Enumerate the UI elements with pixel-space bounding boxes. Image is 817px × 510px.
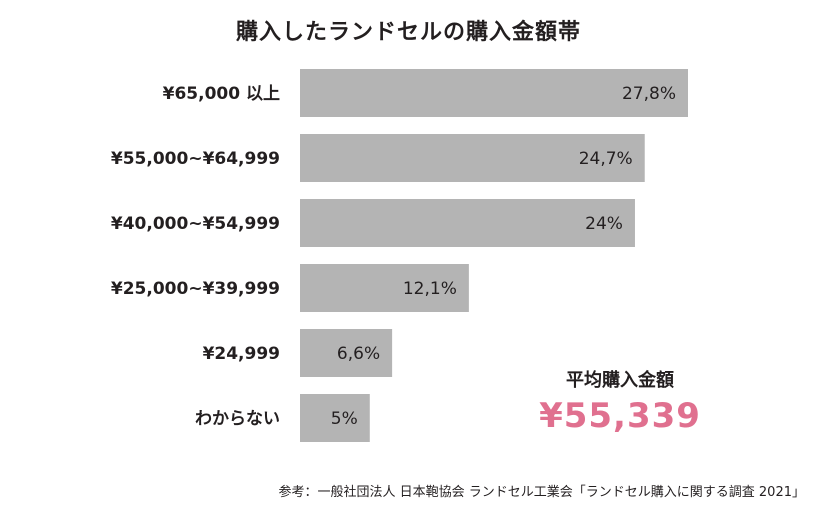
bar (300, 329, 393, 377)
source-note: 参考：一般社団法人 日本鞄協会 ランドセル工業会「ランドセル購入に関する調査 2… (278, 485, 805, 500)
chart-title: 購入したランドセルの購入金額帯 (235, 20, 581, 45)
bar-value-label: 24,7% (579, 149, 633, 169)
average-price-label: 平均購入金額 (566, 370, 674, 391)
category-label: ¥24,999 (203, 344, 280, 364)
category-label: ¥65,000 以上 (163, 84, 280, 104)
bar (300, 134, 645, 182)
bar (300, 199, 635, 247)
bar (300, 264, 469, 312)
bar-value-label: 12,1% (403, 279, 457, 299)
bar-value-label: 6,6% (337, 344, 380, 364)
category-label: ¥40,000~¥54,999 (111, 214, 280, 234)
bar-value-label: 24% (585, 214, 623, 234)
category-label: わからない (195, 409, 280, 429)
category-label: ¥25,000~¥39,999 (111, 279, 280, 299)
bar-value-label: 27,8% (622, 84, 676, 104)
bar (300, 69, 688, 117)
category-label: ¥55,000~¥64,999 (111, 149, 280, 169)
average-price-value: ¥55,339 (539, 396, 701, 436)
bar (300, 394, 370, 442)
bar-value-label: 5% (331, 409, 358, 429)
